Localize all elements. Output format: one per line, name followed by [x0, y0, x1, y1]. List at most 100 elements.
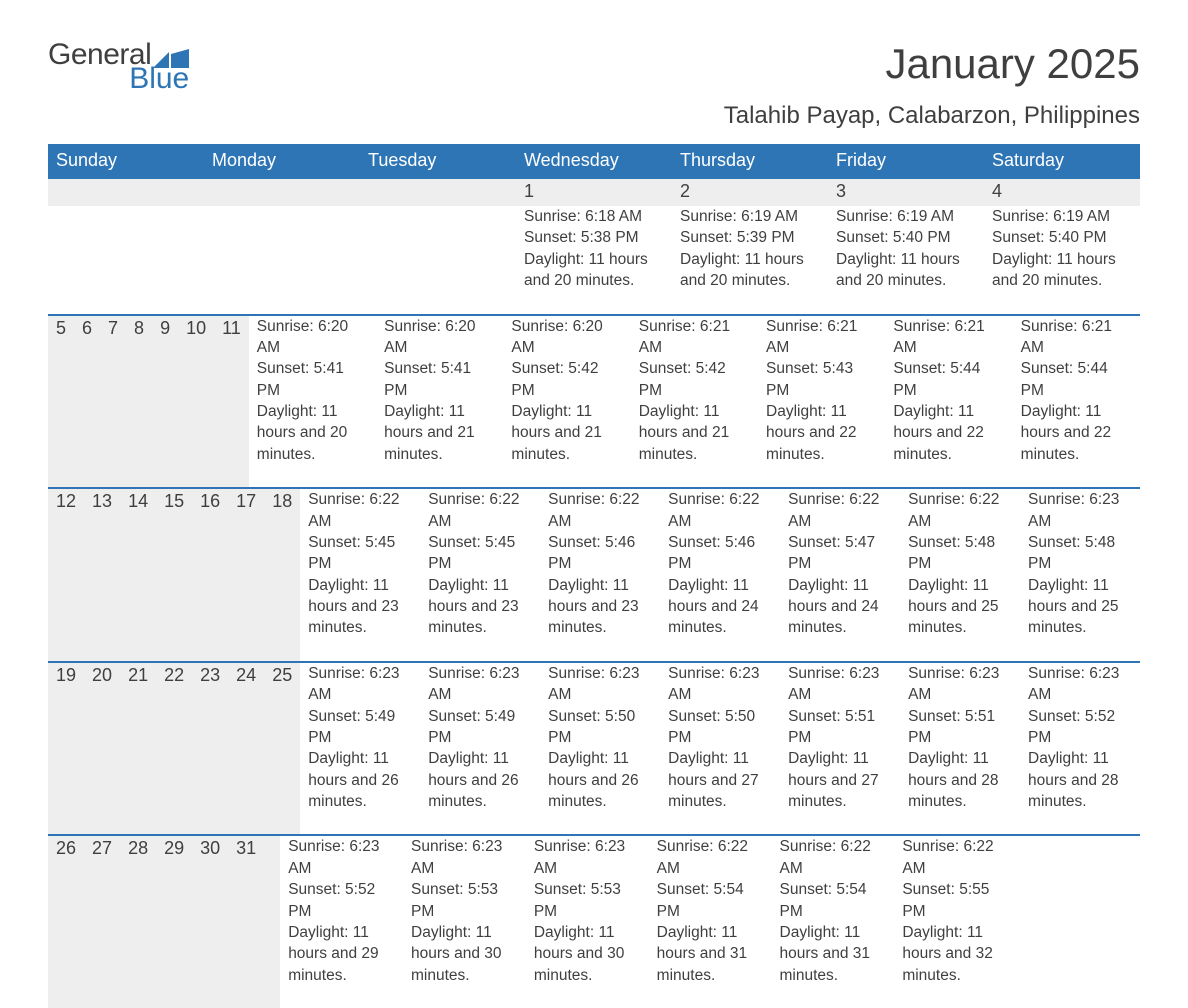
- day-cell: Sunrise: 6:22 AMSunset: 5:54 PMDaylight:…: [772, 836, 895, 1008]
- day-cell: Sunrise: 6:22 AMSunset: 5:54 PMDaylight:…: [649, 836, 772, 1008]
- daynum-band: 1234: [48, 179, 1140, 206]
- dow-cell: Wednesday: [516, 144, 672, 179]
- daylight-line: Daylight: 11 hours and 28 minutes.: [908, 748, 1012, 812]
- day-number: 13: [84, 489, 120, 661]
- day-cell: Sunrise: 6:23 AMSunset: 5:51 PMDaylight:…: [900, 663, 1020, 835]
- sunrise-line: Sunrise: 6:23 AM: [788, 663, 892, 706]
- sunset-line: Sunset: 5:39 PM: [680, 227, 820, 248]
- day-cell: Sunrise: 6:22 AMSunset: 5:55 PMDaylight:…: [894, 836, 1017, 1008]
- daynum-band: 19202122232425: [48, 663, 300, 835]
- sunrise-line: Sunrise: 6:19 AM: [992, 206, 1132, 227]
- sunrise-line: Sunrise: 6:20 AM: [511, 316, 622, 359]
- day-cell: [204, 206, 360, 314]
- day-number: [360, 179, 516, 206]
- day-cell: Sunrise: 6:23 AMSunset: 5:51 PMDaylight:…: [780, 663, 900, 835]
- day-number: 21: [120, 663, 156, 835]
- day-number: 17: [228, 489, 264, 661]
- day-number: 2: [672, 179, 828, 206]
- daylight-line: Daylight: 11 hours and 24 minutes.: [668, 575, 772, 639]
- sunset-line: Sunset: 5:51 PM: [788, 706, 892, 749]
- calendar-grid: SundayMondayTuesdayWednesdayThursdayFrid…: [48, 144, 1140, 1008]
- day-number: 27: [84, 836, 120, 1008]
- day-cell: Sunrise: 6:23 AMSunset: 5:50 PMDaylight:…: [660, 663, 780, 835]
- week-body: Sunrise: 6:23 AMSunset: 5:49 PMDaylight:…: [300, 663, 1140, 835]
- day-number: 24: [228, 663, 264, 835]
- day-cell: Sunrise: 6:19 AMSunset: 5:40 PMDaylight:…: [984, 206, 1140, 314]
- sunrise-line: Sunrise: 6:23 AM: [428, 663, 532, 706]
- day-cell: Sunrise: 6:22 AMSunset: 5:46 PMDaylight:…: [660, 489, 780, 661]
- day-cell: Sunrise: 6:21 AMSunset: 5:44 PMDaylight:…: [1013, 316, 1140, 488]
- sunset-line: Sunset: 5:46 PM: [548, 532, 652, 575]
- daylight-line: Daylight: 11 hours and 24 minutes.: [788, 575, 892, 639]
- daynum-band: 12131415161718: [48, 489, 300, 661]
- sunrise-line: Sunrise: 6:23 AM: [411, 836, 518, 879]
- day-number: 23: [192, 663, 228, 835]
- daylight-line: Daylight: 11 hours and 23 minutes.: [308, 575, 412, 639]
- daylight-line: Daylight: 11 hours and 28 minutes.: [1028, 748, 1132, 812]
- sunset-line: Sunset: 5:41 PM: [257, 358, 368, 401]
- day-number: 28: [120, 836, 156, 1008]
- sunset-line: Sunset: 5:52 PM: [288, 879, 395, 922]
- day-cell: Sunrise: 6:23 AMSunset: 5:53 PMDaylight:…: [526, 836, 649, 1008]
- day-cell: Sunrise: 6:19 AMSunset: 5:39 PMDaylight:…: [672, 206, 828, 314]
- sunrise-line: Sunrise: 6:18 AM: [524, 206, 664, 227]
- logo-text-blue: Blue: [129, 64, 189, 94]
- sunset-line: Sunset: 5:48 PM: [908, 532, 1012, 575]
- daylight-line: Daylight: 11 hours and 27 minutes.: [668, 748, 772, 812]
- sunset-line: Sunset: 5:48 PM: [1028, 532, 1132, 575]
- dow-cell: Thursday: [672, 144, 828, 179]
- daylight-line: Daylight: 11 hours and 25 minutes.: [1028, 575, 1132, 639]
- sunrise-line: Sunrise: 6:23 AM: [548, 663, 652, 706]
- dow-cell: Sunday: [48, 144, 204, 179]
- daylight-line: Daylight: 11 hours and 20 minutes.: [257, 401, 368, 465]
- daylight-line: Daylight: 11 hours and 22 minutes.: [893, 401, 1004, 465]
- day-number: [204, 179, 360, 206]
- daynum-band: 567891011: [48, 316, 249, 488]
- daylight-line: Daylight: 11 hours and 21 minutes.: [511, 401, 622, 465]
- day-number: 19: [48, 663, 84, 835]
- sunrise-line: Sunrise: 6:19 AM: [680, 206, 820, 227]
- day-number: 10: [178, 316, 214, 488]
- daylight-line: Daylight: 11 hours and 29 minutes.: [288, 922, 395, 986]
- sunset-line: Sunset: 5:43 PM: [766, 358, 877, 401]
- sunrise-line: Sunrise: 6:23 AM: [908, 663, 1012, 706]
- day-number: 5: [48, 316, 74, 488]
- day-number: 22: [156, 663, 192, 835]
- sunrise-line: Sunrise: 6:21 AM: [639, 316, 750, 359]
- sunset-line: Sunset: 5:42 PM: [511, 358, 622, 401]
- sunset-line: Sunset: 5:45 PM: [308, 532, 412, 575]
- day-number: 30: [192, 836, 228, 1008]
- day-cell: Sunrise: 6:23 AMSunset: 5:53 PMDaylight:…: [403, 836, 526, 1008]
- week-body: Sunrise: 6:22 AMSunset: 5:45 PMDaylight:…: [300, 489, 1140, 661]
- sunset-line: Sunset: 5:54 PM: [780, 879, 887, 922]
- sunset-line: Sunset: 5:46 PM: [668, 532, 772, 575]
- day-cell: [48, 206, 204, 314]
- sunset-line: Sunset: 5:38 PM: [524, 227, 664, 248]
- day-number: 9: [152, 316, 178, 488]
- sunset-line: Sunset: 5:44 PM: [893, 358, 1004, 401]
- sunset-line: Sunset: 5:40 PM: [836, 227, 976, 248]
- calendar-week: 262728293031Sunrise: 6:23 AMSunset: 5:52…: [48, 834, 1140, 1008]
- day-number: 7: [100, 316, 126, 488]
- day-number: 25: [264, 663, 300, 835]
- day-cell: Sunrise: 6:20 AMSunset: 5:41 PMDaylight:…: [249, 316, 376, 488]
- day-number: [48, 179, 204, 206]
- day-number: 11: [214, 316, 249, 488]
- daylight-line: Daylight: 11 hours and 20 minutes.: [836, 249, 976, 292]
- sunrise-line: Sunrise: 6:22 AM: [908, 489, 1012, 532]
- day-cell: Sunrise: 6:23 AMSunset: 5:52 PMDaylight:…: [1020, 663, 1140, 835]
- day-cell: Sunrise: 6:22 AMSunset: 5:45 PMDaylight:…: [300, 489, 420, 661]
- daylight-line: Daylight: 11 hours and 32 minutes.: [902, 922, 1009, 986]
- daylight-line: Daylight: 11 hours and 21 minutes.: [639, 401, 750, 465]
- day-cell: Sunrise: 6:18 AMSunset: 5:38 PMDaylight:…: [516, 206, 672, 314]
- sunrise-line: Sunrise: 6:23 AM: [288, 836, 395, 879]
- daylight-line: Daylight: 11 hours and 21 minutes.: [384, 401, 495, 465]
- calendar-week: 19202122232425Sunrise: 6:23 AMSunset: 5:…: [48, 661, 1140, 835]
- daylight-line: Daylight: 11 hours and 20 minutes.: [680, 249, 820, 292]
- day-number: 1: [516, 179, 672, 206]
- day-cell: Sunrise: 6:22 AMSunset: 5:47 PMDaylight:…: [780, 489, 900, 661]
- day-number: 29: [156, 836, 192, 1008]
- sunrise-line: Sunrise: 6:23 AM: [668, 663, 772, 706]
- sunset-line: Sunset: 5:52 PM: [1028, 706, 1132, 749]
- daylight-line: Daylight: 11 hours and 26 minutes.: [428, 748, 532, 812]
